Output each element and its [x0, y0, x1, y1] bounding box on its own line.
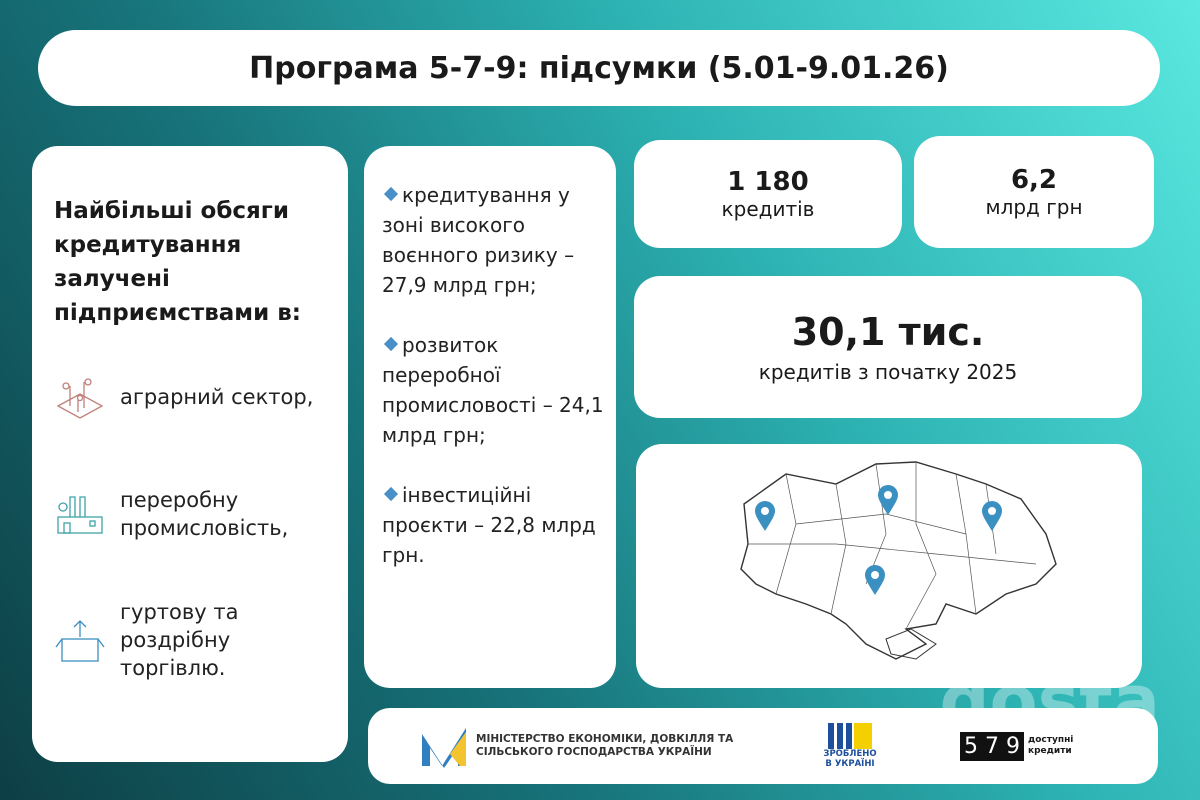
highlight-item: кредитування у зоні високого воєнного ри…	[382, 180, 616, 300]
stat-value: 30,1 тис.	[791, 310, 985, 354]
highlight-text: інвестиційні проєкти – 22,8 млрд грн.	[382, 483, 596, 567]
map-pin-icon	[982, 501, 1002, 531]
agriculture-icon	[56, 378, 104, 419]
factory-icon	[57, 496, 103, 534]
ministry-logo: МІНІСТЕРСТВО ЕКОНОМІКИ, ДОВКІЛЛЯ ТА СІЛЬ…	[420, 724, 746, 768]
sector-label: аграрний сектор,	[120, 385, 314, 409]
ministry-logo-icon	[422, 728, 466, 768]
ministry-name: МІНІСТЕРСТВО ЕКОНОМІКИ, ДОВКІЛЛЯ ТА СІЛЬ…	[476, 733, 734, 758]
sector-agriculture: аграрний сектор,	[54, 374, 313, 420]
stat-loans-count: 1 180 кредитів	[634, 140, 902, 248]
579-badge: 5 7 9	[960, 731, 1024, 761]
sector-manufacturing: переробну промисловість,	[54, 486, 320, 542]
page-title: Програма 5-7-9: підсумки (5.01-9.01.26)	[38, 30, 1160, 106]
map-pin-icon	[878, 485, 898, 515]
made-in-ukraine-logo: ЗРОБЛЕНО В УКРАЇНІ	[820, 723, 880, 769]
highlight-text: кредитування у зоні високого воєнного ри…	[382, 183, 575, 297]
highlights-card: кредитування у зоні високого воєнного ри…	[364, 146, 616, 688]
made-in-ukraine-text: ЗРОБЛЕНО В УКРАЇНІ	[823, 749, 877, 769]
map-pin-icon	[865, 565, 885, 595]
stat-label: млрд грн	[985, 195, 1083, 219]
sector-label: переробну промисловість,	[120, 488, 289, 540]
highlight-item: інвестиційні проєкти – 22,8 млрд грн.	[382, 480, 616, 570]
579-text: доступні кредити	[1027, 735, 1074, 756]
highlight-text: розвиток переробної промисловості – 24,1…	[382, 333, 604, 447]
stat-amount: 6,2 млрд грн	[914, 136, 1154, 248]
stat-value: 1 180	[727, 167, 809, 197]
sectors-heading: Найбільші обсяги кредитування залучені п…	[54, 198, 301, 326]
sector-trade: гуртову та роздрібну торгівлю.	[54, 598, 270, 682]
ukraine-map	[636, 444, 1142, 688]
made-in-ukraine-icon	[828, 723, 872, 749]
stat-label: кредитів	[721, 197, 815, 221]
sector-label: гуртову та роздрібну торгівлю.	[120, 600, 239, 680]
box-icon	[55, 620, 105, 662]
diamond-bullet-icon	[383, 486, 399, 502]
diamond-bullet-icon	[383, 336, 399, 352]
ukraine-map-icon	[740, 461, 1057, 660]
sectors-card: Найбільші обсяги кредитування залучені п…	[32, 146, 348, 762]
watermark: dosta	[939, 660, 1160, 742]
stat-value: 6,2	[1010, 165, 1058, 195]
stat-total: 30,1 тис. кредитів з початку 2025	[634, 276, 1142, 418]
map-pin-icon	[755, 501, 775, 531]
diamond-bullet-icon	[383, 186, 399, 202]
footer-logos: МІНІСТЕРСТВО ЕКОНОМІКИ, ДОВКІЛЛЯ ТА СІЛЬ…	[368, 708, 1158, 784]
stat-label: кредитів з початку 2025	[758, 360, 1018, 384]
579-logo: 5 7 9 доступні кредити	[960, 731, 1078, 761]
highlight-item: розвиток переробної промисловості – 24,1…	[382, 330, 616, 450]
